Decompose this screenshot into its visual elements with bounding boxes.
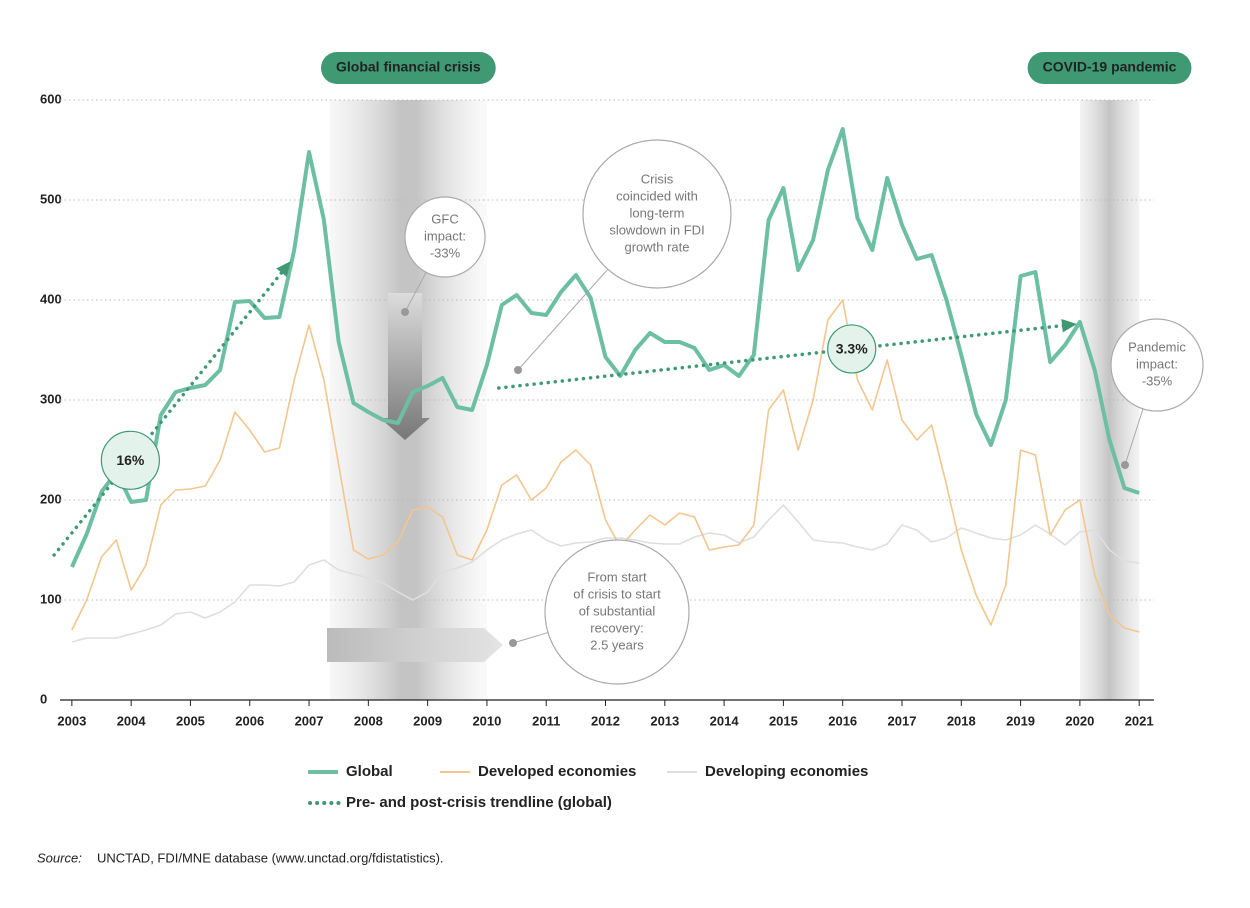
x-tick-label: 2019 (1006, 713, 1035, 728)
legend-label: Developed economies (478, 763, 636, 780)
trend-label: 16% (116, 452, 145, 468)
y-tick-label: 500 (40, 191, 62, 206)
legend-label: Pre- and post-crisis trendline (global) (346, 794, 612, 811)
x-tick-label: 2017 (888, 713, 917, 728)
trend-arrowhead (1061, 318, 1077, 333)
x-tick-label: 2005 (176, 713, 205, 728)
series-line (71, 299, 1140, 633)
x-tick-label: 2011 (532, 713, 560, 728)
trend-label: 3.3% (836, 341, 868, 357)
annotation-dot (514, 366, 522, 374)
x-tick-label: 2010 (472, 713, 501, 728)
x-tick-label: 2021 (1125, 713, 1154, 728)
x-tick-label: 2013 (650, 713, 679, 728)
annotation-line: slowdown in FDI (609, 222, 704, 237)
legend: Global Developed economies Developing econ… (308, 763, 868, 811)
annotation-bubble (544, 539, 690, 685)
source: UNCTAD, FDI/MNE database (www.unctad.org… (97, 850, 444, 865)
duration-arrow (327, 628, 503, 662)
period-label: COVID-19 pandemic (1043, 59, 1177, 75)
annotation-line: 2.5 years (590, 637, 644, 652)
lines: 16% 3.3% (52, 127, 1140, 643)
y-tick-label: 300 (40, 391, 62, 406)
source-label: Source: (37, 850, 82, 865)
y-tick-label: 200 (40, 491, 62, 506)
y-tick-label: 0 (40, 691, 47, 706)
series-line (71, 504, 1140, 643)
x-tick-label: 2003 (57, 713, 86, 728)
series-line (70, 127, 1140, 568)
y-tick-label: 100 (40, 591, 62, 606)
annotation-dot (401, 308, 409, 316)
x-tick-label: 2016 (828, 713, 857, 728)
x-tick-label: 2018 (947, 713, 976, 728)
annotation-bubble (582, 139, 732, 289)
annotation-line: of substantial (579, 603, 656, 618)
legend-label: Developing economies (705, 763, 868, 780)
trend-arrowhead (276, 260, 291, 277)
trend-badge (100, 430, 160, 490)
x-tick-label: 2008 (354, 713, 383, 728)
x-tick-label: 2012 (591, 713, 620, 728)
period-pill (1027, 52, 1192, 84)
y-tick-label: 600 (40, 91, 62, 106)
x-tick-label: 2006 (235, 713, 264, 728)
x-tick-label: 2020 (1065, 713, 1094, 728)
trendline (497, 323, 1070, 390)
x-tick-label: 2009 (413, 713, 442, 728)
impact-arrow (380, 293, 430, 440)
annotation-line: -33% (430, 245, 461, 260)
annotation-line: of crisis to start (573, 586, 661, 601)
annotation-dot (1121, 461, 1129, 469)
x-tick-label: 2014 (710, 713, 740, 728)
annotation-line: impact: (1136, 356, 1178, 371)
annotation-pointer (512, 632, 549, 644)
annotation-line: GFC (431, 211, 458, 226)
y-tick-label: 400 (40, 291, 62, 306)
annotation-line: coincided with (616, 188, 698, 203)
annotation-pointer (517, 268, 609, 371)
annotation-pointer (1124, 408, 1144, 466)
annotation-line: Crisis (641, 171, 674, 186)
annotation-line: Pandemic (1128, 339, 1186, 354)
annotation-bubble (404, 196, 486, 278)
annotation-bubble (1110, 318, 1204, 412)
annotation-line: long-term (630, 205, 685, 220)
annotation-pointer (404, 272, 427, 313)
x-tick-label: 2015 (769, 713, 798, 728)
annotation-line: growth rate (624, 239, 689, 254)
trendline (52, 266, 288, 557)
trend-badge (827, 324, 877, 374)
grid: 0 100 200 300 400 500 600 2003 2004 2005 2006 2007 2… (40, 91, 1154, 728)
background: Global financial crisis COVID-19 pandemic (321, 52, 1192, 700)
annotation-line: -35% (1142, 373, 1173, 388)
x-tick-label: 2007 (295, 713, 324, 728)
period-pill (321, 52, 496, 84)
x-tick-label: 2004 (117, 713, 147, 728)
period-label: Global financial crisis (336, 59, 481, 75)
annotation-line: From start (587, 569, 647, 584)
legend-label: Global (346, 763, 393, 780)
annotation-line: recovery: (590, 620, 643, 635)
annotation-dot (509, 639, 517, 647)
annotations: GFC impact: -33% Crisis coincided with long-t… (401, 139, 1204, 685)
annotation-line: impact: (424, 228, 466, 243)
